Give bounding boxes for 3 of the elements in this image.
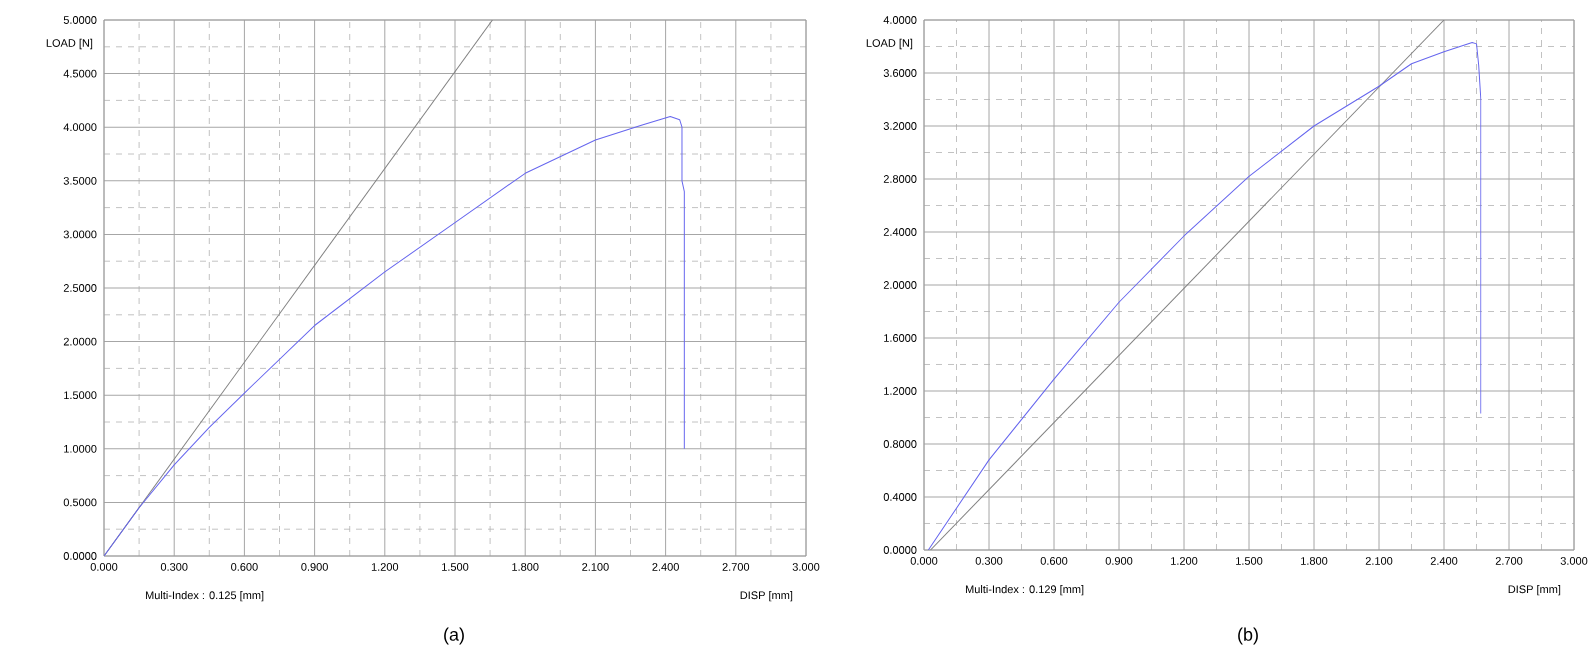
text: (b) <box>1238 627 1258 645</box>
text: (a) <box>444 627 464 645</box>
line-series <box>104 115 685 556</box>
